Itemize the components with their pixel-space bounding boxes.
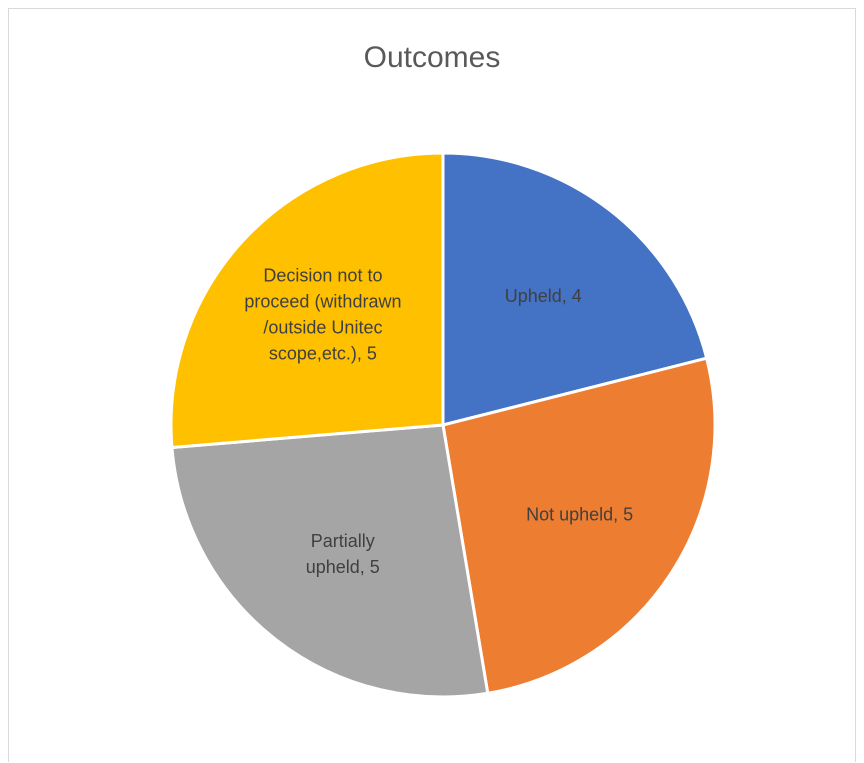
chart-area: Outcomes Upheld, 4 Not upheld, 5 Partially… (8, 8, 856, 762)
pie-slices (169, 151, 717, 699)
data-label-line: Partially (311, 531, 375, 551)
pie-slice-partially-upheld (170, 423, 490, 699)
pie-chart: Upheld, 4 Not upheld, 5 Partially upheld, 5… (169, 151, 717, 699)
pie-slice-not-upheld (441, 356, 717, 695)
data-label-line: upheld, 5 (306, 557, 380, 577)
pie-slice-decision-not-to-proceed-withdrawn-outside-unitec-scope-etc (169, 151, 445, 449)
data-label-line: /outside Unitec (263, 317, 382, 337)
data-label-line: Upheld, 4 (505, 286, 582, 306)
pie-slice-upheld (441, 151, 709, 427)
data-label-line: Decision not to (263, 265, 382, 285)
data-label: Upheld, 4 (505, 286, 582, 306)
chart-title: Outcomes (363, 41, 501, 74)
data-label: Decision not to proceed (withdrawn/outsid… (244, 265, 401, 363)
pie-labels: Upheld, 4 Not upheld, 5 Partially upheld, 5… (244, 265, 633, 576)
data-label: Partially upheld, 5 (306, 531, 380, 577)
data-label-line: proceed (withdrawn (244, 291, 401, 311)
data-label-line: scope,etc.), 5 (269, 343, 377, 363)
data-label-line: Not upheld, 5 (526, 504, 633, 524)
data-label: Not upheld, 5 (526, 504, 633, 524)
